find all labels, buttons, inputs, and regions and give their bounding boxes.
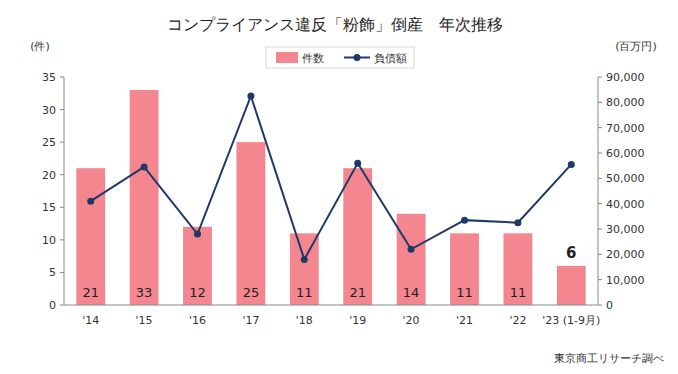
marker (568, 161, 575, 168)
y-tick (60, 174, 64, 175)
bar (557, 266, 586, 305)
y2-tick-label: 0 (606, 299, 613, 312)
data-label: 11 (296, 285, 313, 300)
y2-tick (598, 229, 602, 230)
y-tick-label: 5 (49, 266, 56, 279)
y2-tick-label: 30,000 (606, 223, 645, 236)
data-label: 14 (403, 285, 420, 300)
source: 東京商工リサーチ調べ (554, 352, 664, 365)
y-tick (60, 77, 64, 78)
y2-tick (598, 77, 602, 78)
legend: 件数 負債額 (266, 47, 414, 68)
y2-tick (598, 127, 602, 128)
x-tick-label: '17 (242, 314, 259, 327)
legend-box (266, 47, 414, 68)
data-label: 33 (136, 285, 153, 300)
y-tick-label: 15 (42, 201, 56, 214)
y2-tick-label: 70,000 (606, 122, 645, 135)
bar (290, 233, 319, 305)
y2-tick (598, 153, 602, 154)
x-tick-label: '21 (456, 314, 473, 327)
y-tick-label: 20 (42, 169, 56, 182)
x-tick-label: '19 (349, 314, 366, 327)
y-tick-label: 25 (42, 136, 56, 149)
x-tick-label: '14 (82, 314, 99, 327)
y2-tick (598, 102, 602, 103)
x-tick-label: '15 (136, 314, 153, 327)
x-tick-label: '16 (189, 314, 206, 327)
chart: コンプライアンス違反「粉飾」倒産 年次推移 (件) (百万円) 件数 負債額 0 5 10 15… (0, 0, 678, 374)
y-tick (60, 207, 64, 208)
y2-tick (598, 279, 602, 280)
marker (141, 163, 148, 170)
y-tick (60, 272, 64, 273)
y-tick (60, 142, 64, 143)
marker (354, 160, 361, 167)
y-axis (64, 77, 65, 305)
y2-tick-label: 50,000 (606, 172, 645, 185)
bar (76, 168, 105, 305)
bar (343, 168, 372, 305)
bar (130, 90, 159, 305)
y2-tick-label: 20,000 (606, 248, 645, 261)
y-tick-label: 35 (42, 71, 56, 84)
legend-swatch (354, 54, 361, 61)
bar (503, 233, 532, 305)
bar (397, 214, 426, 305)
y-axis-label: (件) (30, 40, 50, 53)
y2-tick-label: 40,000 (606, 198, 645, 211)
data-label: 6 (566, 244, 576, 262)
y2-tick (598, 305, 602, 306)
bar (183, 227, 212, 305)
data-label: 11 (510, 285, 527, 300)
legend-swatch (276, 52, 298, 63)
line (91, 96, 572, 259)
data-label: 25 (243, 285, 260, 300)
y2-tick-label: 60,000 (606, 147, 645, 160)
background (0, 0, 678, 374)
data-label: 11 (456, 285, 473, 300)
marker (247, 93, 254, 100)
x-tick-label: '20 (403, 314, 420, 327)
y-tick (60, 109, 64, 110)
y2-tick-label: 80,000 (606, 96, 645, 109)
y-tick (60, 239, 64, 240)
plot-area (76, 90, 585, 305)
y2-axis-label: (百万円) (615, 40, 657, 53)
bar (450, 233, 479, 305)
data-label: 12 (189, 285, 206, 300)
bar (236, 142, 265, 305)
data-label: 21 (349, 285, 366, 300)
marker (408, 246, 415, 253)
y2-tick (598, 178, 602, 179)
legend-label: 件数 (302, 52, 324, 65)
y-tick-label: 0 (49, 299, 56, 312)
y2-axis (598, 77, 599, 305)
y-tick-label: 10 (42, 234, 56, 247)
y2-tick (598, 254, 602, 255)
marker (194, 231, 201, 238)
x-tick-label: '18 (296, 314, 313, 327)
y2-tick (598, 203, 602, 204)
marker (514, 219, 521, 226)
y2-tick-label: 10,000 (606, 274, 645, 287)
y-tick-label: 30 (42, 104, 56, 117)
y-tick (60, 305, 64, 306)
x-tick-label: '22 (509, 314, 526, 327)
data-label: 21 (82, 285, 99, 300)
x-axis (64, 305, 598, 306)
y2-tick-label: 90,000 (606, 71, 645, 84)
marker (87, 198, 94, 205)
marker (301, 256, 308, 263)
x-tick-label: '23 (1-9月) (542, 314, 600, 327)
marker (461, 217, 468, 224)
legend-label: 負債額 (374, 52, 407, 65)
title: コンプライアンス違反「粉飾」倒産 年次推移 (167, 15, 503, 34)
